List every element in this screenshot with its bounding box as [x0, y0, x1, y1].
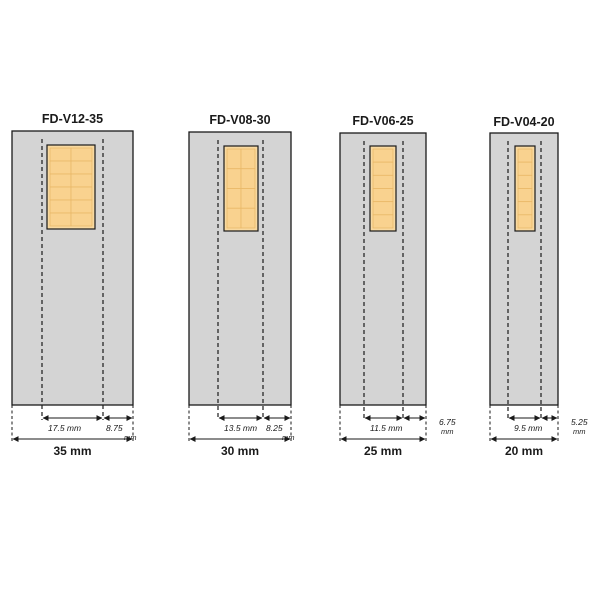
led-cell	[517, 188, 533, 203]
inner-dimension-label: 13.5 mm	[224, 423, 257, 433]
led-cell	[49, 199, 72, 214]
led-cell	[70, 160, 93, 175]
led-cell	[70, 186, 93, 201]
led-cell	[49, 160, 72, 175]
led-cell	[372, 174, 394, 189]
led-cell	[70, 147, 93, 162]
side-dimension-value: 6.75	[439, 417, 456, 427]
led-cell	[49, 173, 72, 188]
led-cell	[372, 214, 394, 229]
inner-dimension-label: 9.5 mm	[514, 423, 542, 433]
model-title: FD-V12-35	[42, 112, 103, 126]
led-cell	[226, 168, 242, 189]
led-cell	[226, 148, 242, 170]
total-dimension-label: 20 mm	[505, 444, 543, 458]
side-dimension-unit: mm	[573, 427, 586, 436]
led-cell	[517, 201, 533, 216]
led-cell	[240, 168, 256, 189]
led-cell	[70, 199, 93, 214]
led-cell	[226, 207, 242, 229]
total-dimension-label: 25 mm	[364, 444, 402, 458]
led-cell	[517, 214, 533, 229]
led-cell	[226, 188, 242, 209]
led-cell	[372, 188, 394, 203]
led-cell	[49, 147, 72, 162]
led-cell	[372, 161, 394, 176]
led-cell	[517, 148, 533, 163]
led-cell	[240, 207, 256, 229]
side-dimension-unit: mm	[441, 427, 454, 436]
led-cell	[240, 148, 256, 170]
total-dimension-label: 30 mm	[221, 444, 259, 458]
inner-dimension-label: 17.5 mm	[48, 423, 81, 433]
side-dimension-value: 8.25	[266, 423, 283, 433]
led-cell	[517, 174, 533, 189]
side-dimension-value: 8.75	[106, 423, 123, 433]
led-cell	[372, 148, 394, 163]
model-title: FD-V08-30	[209, 113, 270, 127]
led-cell	[70, 212, 93, 227]
side-dimension-unit: mm	[282, 433, 295, 442]
led-cell	[49, 186, 72, 201]
led-cell	[70, 173, 93, 188]
led-cell	[240, 188, 256, 209]
led-cell	[517, 161, 533, 176]
total-dimension-label: 35 mm	[53, 444, 91, 458]
led-cell	[49, 212, 72, 227]
side-dimension-unit: mm	[124, 433, 137, 442]
side-dimension-value: 5.25	[571, 417, 588, 427]
model-title: FD-V04-20	[493, 115, 554, 129]
model-title: FD-V06-25	[352, 114, 413, 128]
inner-dimension-label: 11.5 mm	[370, 423, 402, 433]
led-cell	[372, 201, 394, 216]
